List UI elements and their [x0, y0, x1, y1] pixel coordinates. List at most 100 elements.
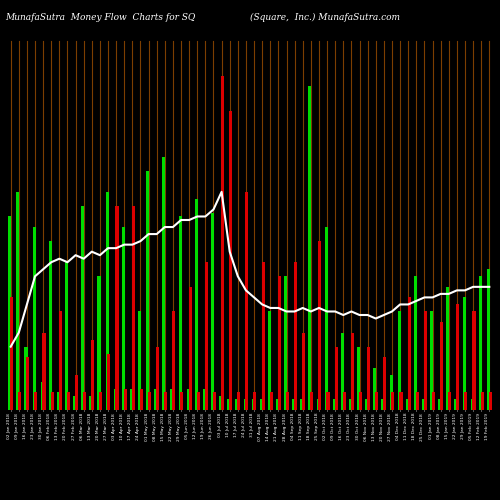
Bar	[164, 392, 168, 410]
Bar	[203, 389, 206, 410]
Bar	[365, 400, 368, 410]
Bar	[430, 312, 433, 410]
Bar	[392, 392, 394, 410]
Bar	[130, 389, 133, 410]
Bar	[310, 392, 314, 410]
Bar	[302, 332, 305, 410]
Bar	[254, 392, 256, 410]
Bar	[300, 400, 304, 410]
Bar	[359, 392, 362, 410]
Bar	[351, 332, 354, 410]
Bar	[213, 392, 216, 410]
Bar	[374, 368, 376, 410]
Bar	[342, 392, 345, 410]
Bar	[292, 400, 296, 410]
Bar	[32, 227, 35, 410]
Bar	[414, 276, 417, 410]
Bar	[219, 396, 222, 410]
Bar	[382, 400, 384, 410]
Bar	[90, 396, 92, 410]
Bar	[172, 312, 176, 410]
Bar	[26, 357, 30, 410]
Bar	[58, 312, 62, 410]
Bar	[8, 216, 12, 410]
Bar	[106, 192, 108, 410]
Bar	[82, 206, 84, 410]
Bar	[308, 86, 312, 410]
Bar	[67, 392, 70, 410]
Bar	[122, 227, 125, 410]
Bar	[42, 332, 45, 410]
Bar	[316, 400, 320, 410]
Bar	[229, 111, 232, 410]
Bar	[148, 392, 151, 410]
Bar	[324, 227, 328, 410]
Bar	[57, 392, 60, 410]
Bar	[424, 312, 427, 410]
Bar	[406, 400, 409, 410]
Bar	[237, 392, 240, 410]
Bar	[488, 392, 492, 410]
Bar	[260, 400, 263, 410]
Bar	[470, 400, 474, 410]
Bar	[367, 346, 370, 410]
Bar	[188, 287, 192, 410]
Bar	[438, 400, 442, 410]
Bar	[487, 270, 490, 410]
Bar	[357, 346, 360, 410]
Bar	[462, 298, 466, 410]
Bar	[448, 392, 451, 410]
Bar	[124, 389, 126, 410]
Bar	[472, 312, 476, 410]
Bar	[326, 392, 330, 410]
Bar	[270, 392, 272, 410]
Bar	[73, 396, 76, 410]
Text: (Square,  Inc.) MunafaSutra.com: (Square, Inc.) MunafaSutra.com	[250, 12, 400, 22]
Bar	[170, 389, 173, 410]
Bar	[390, 375, 392, 410]
Bar	[341, 332, 344, 410]
Bar	[228, 400, 230, 410]
Bar	[40, 382, 44, 410]
Bar	[50, 392, 53, 410]
Bar	[278, 276, 281, 410]
Bar	[91, 340, 94, 410]
Bar	[221, 76, 224, 410]
Bar	[132, 206, 135, 410]
Bar	[400, 392, 402, 410]
Bar	[416, 392, 418, 410]
Bar	[18, 392, 21, 410]
Bar	[16, 192, 20, 410]
Bar	[398, 312, 400, 410]
Bar	[276, 400, 279, 410]
Bar	[98, 276, 100, 410]
Bar	[114, 389, 117, 410]
Bar	[446, 287, 450, 410]
Bar	[286, 392, 289, 410]
Bar	[211, 213, 214, 410]
Bar	[332, 400, 336, 410]
Bar	[349, 400, 352, 410]
Bar	[108, 354, 110, 410]
Bar	[422, 400, 425, 410]
Bar	[140, 389, 143, 410]
Bar	[334, 346, 338, 410]
Bar	[34, 392, 37, 410]
Bar	[479, 276, 482, 410]
Bar	[138, 312, 141, 410]
Bar	[49, 241, 52, 410]
Bar	[294, 262, 297, 410]
Bar	[244, 400, 246, 410]
Bar	[146, 170, 149, 410]
Bar	[196, 392, 200, 410]
Bar	[268, 312, 271, 410]
Bar	[24, 346, 28, 410]
Bar	[440, 322, 443, 410]
Bar	[195, 199, 198, 410]
Bar	[456, 304, 460, 410]
Bar	[408, 298, 410, 410]
Bar	[65, 262, 68, 410]
Bar	[383, 357, 386, 410]
Bar	[318, 241, 322, 410]
Bar	[154, 389, 158, 410]
